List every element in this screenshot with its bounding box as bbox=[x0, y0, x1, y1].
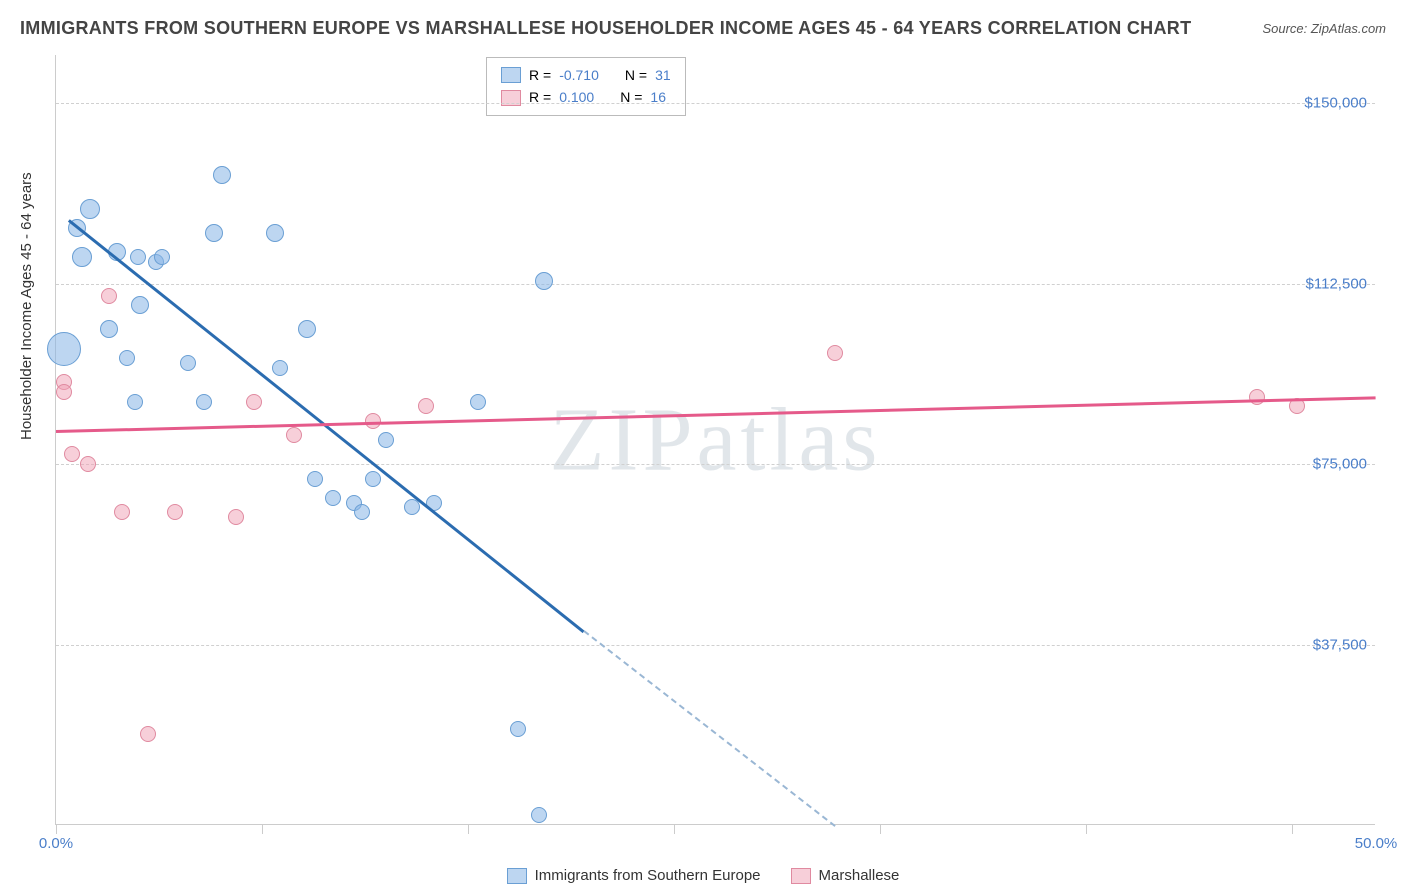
data-point-blue bbox=[213, 166, 231, 184]
data-point-blue bbox=[47, 332, 81, 366]
data-point-blue bbox=[365, 471, 381, 487]
data-point-pink bbox=[827, 345, 843, 361]
x-tick bbox=[674, 824, 675, 834]
gridline-h bbox=[56, 103, 1375, 104]
data-point-pink bbox=[101, 288, 117, 304]
data-point-blue bbox=[510, 721, 526, 737]
data-point-blue bbox=[100, 320, 118, 338]
data-point-pink bbox=[1249, 389, 1265, 405]
legend-row-pink: R = 0.100 N = 16 bbox=[501, 86, 671, 108]
data-point-blue bbox=[298, 320, 316, 338]
data-point-blue bbox=[272, 360, 288, 376]
data-point-pink bbox=[140, 726, 156, 742]
data-point-pink bbox=[286, 427, 302, 443]
n-label: N = bbox=[620, 86, 642, 108]
data-point-blue bbox=[72, 247, 92, 267]
swatch-blue-icon bbox=[507, 868, 527, 884]
data-point-blue bbox=[154, 249, 170, 265]
data-point-blue bbox=[378, 432, 394, 448]
x-tick bbox=[880, 824, 881, 834]
data-point-blue bbox=[535, 272, 553, 290]
data-point-blue bbox=[307, 471, 323, 487]
data-point-blue bbox=[325, 490, 341, 506]
data-point-blue bbox=[404, 499, 420, 515]
correlation-legend: R = -0.710 N = 31 R = 0.100 N = 16 bbox=[486, 57, 686, 116]
data-point-blue bbox=[266, 224, 284, 242]
data-point-blue bbox=[119, 350, 135, 366]
legend-item-pink: Marshallese bbox=[791, 867, 900, 884]
chart-title: IMMIGRANTS FROM SOUTHERN EUROPE VS MARSH… bbox=[20, 18, 1191, 39]
data-point-blue bbox=[470, 394, 486, 410]
data-point-pink bbox=[418, 398, 434, 414]
chart-header: IMMIGRANTS FROM SOUTHERN EUROPE VS MARSH… bbox=[20, 18, 1386, 39]
data-point-pink bbox=[114, 504, 130, 520]
data-point-blue bbox=[127, 394, 143, 410]
data-point-blue bbox=[180, 355, 196, 371]
x-tick bbox=[262, 824, 263, 834]
source-attribution: Source: ZipAtlas.com bbox=[1262, 21, 1386, 36]
x-tick bbox=[1292, 824, 1293, 834]
data-point-pink bbox=[80, 456, 96, 472]
legend-label: Marshallese bbox=[819, 867, 900, 884]
gridline-h bbox=[56, 645, 1375, 646]
x-tick-label-left: 0.0% bbox=[39, 835, 73, 852]
legend-row-blue: R = -0.710 N = 31 bbox=[501, 64, 671, 86]
r-label: R = bbox=[529, 64, 551, 86]
data-point-blue bbox=[531, 807, 547, 823]
swatch-pink-icon bbox=[791, 868, 811, 884]
trendline-blue-dash bbox=[583, 630, 835, 826]
n-label: N = bbox=[625, 64, 647, 86]
x-tick bbox=[56, 824, 57, 834]
x-tick-label-right: 50.0% bbox=[1355, 835, 1398, 852]
watermark-text: ZIPatlas bbox=[550, 388, 882, 491]
data-point-blue bbox=[131, 296, 149, 314]
y-tick-label: $112,500 bbox=[1306, 275, 1367, 292]
y-tick-label: $37,500 bbox=[1313, 636, 1367, 653]
data-point-pink bbox=[56, 384, 72, 400]
x-tick bbox=[1086, 824, 1087, 834]
data-point-blue bbox=[205, 224, 223, 242]
scatter-chart: ZIPatlas R = -0.710 N = 31 R = 0.100 N =… bbox=[55, 55, 1375, 825]
data-point-pink bbox=[64, 446, 80, 462]
legend-label: Immigrants from Southern Europe bbox=[535, 867, 761, 884]
r-value: 0.100 bbox=[559, 86, 594, 108]
r-value: -0.710 bbox=[559, 64, 599, 86]
legend-item-blue: Immigrants from Southern Europe bbox=[507, 867, 761, 884]
data-point-blue bbox=[196, 394, 212, 410]
data-point-pink bbox=[167, 504, 183, 520]
data-point-blue bbox=[130, 249, 146, 265]
gridline-h bbox=[56, 284, 1375, 285]
gridline-h bbox=[56, 464, 1375, 465]
x-tick bbox=[468, 824, 469, 834]
data-point-pink bbox=[246, 394, 262, 410]
data-point-blue bbox=[354, 504, 370, 520]
y-tick-label: $75,000 bbox=[1313, 456, 1367, 473]
y-axis-label: Householder Income Ages 45 - 64 years bbox=[18, 172, 35, 440]
series-legend: Immigrants from Southern Europe Marshall… bbox=[0, 867, 1406, 884]
swatch-blue-icon bbox=[501, 67, 521, 83]
n-value: 31 bbox=[655, 64, 671, 86]
r-label: R = bbox=[529, 86, 551, 108]
n-value: 16 bbox=[650, 86, 666, 108]
data-point-blue bbox=[80, 199, 100, 219]
data-point-pink bbox=[228, 509, 244, 525]
y-tick-label: $150,000 bbox=[1304, 95, 1367, 112]
